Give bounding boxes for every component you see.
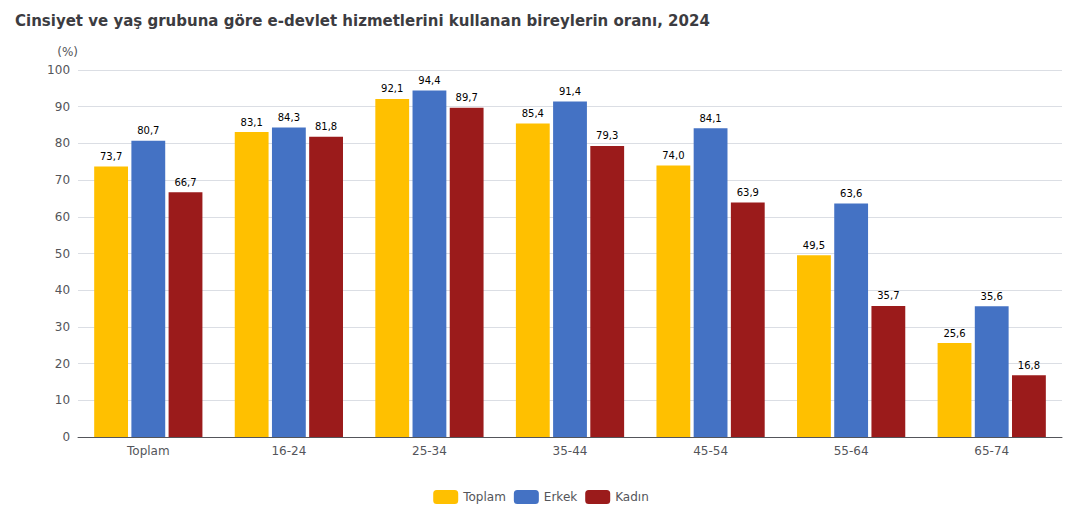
svg-text:0: 0 <box>62 430 70 444</box>
svg-text:73,7: 73,7 <box>100 151 122 162</box>
svg-text:83,1: 83,1 <box>241 117 263 128</box>
svg-text:70: 70 <box>55 173 70 187</box>
svg-text:Toplam: Toplam <box>462 490 506 504</box>
svg-text:84,3: 84,3 <box>278 112 300 123</box>
svg-text:84,1: 84,1 <box>699 113 721 124</box>
svg-text:63,9: 63,9 <box>737 187 759 198</box>
svg-text:Kadın: Kadın <box>615 490 649 504</box>
svg-text:49,5: 49,5 <box>803 240 825 251</box>
svg-text:81,8: 81,8 <box>315 121 337 132</box>
svg-text:16,8: 16,8 <box>1018 360 1040 371</box>
svg-text:16-24: 16-24 <box>271 444 306 458</box>
svg-text:63,6: 63,6 <box>840 188 862 199</box>
svg-text:90: 90 <box>55 100 70 114</box>
svg-text:Erkek: Erkek <box>544 490 577 504</box>
svg-text:(%): (%) <box>57 45 78 59</box>
svg-text:10: 10 <box>55 393 70 407</box>
svg-text:50: 50 <box>55 247 70 261</box>
svg-text:Cinsiyet ve yaş grubuna göre e: Cinsiyet ve yaş grubuna göre e-devlet hi… <box>15 12 710 30</box>
svg-text:80,7: 80,7 <box>137 125 159 136</box>
svg-text:25,6: 25,6 <box>943 328 965 339</box>
svg-text:66,7: 66,7 <box>174 177 196 188</box>
svg-text:35-44: 35-44 <box>553 444 588 458</box>
svg-text:20: 20 <box>55 357 70 371</box>
svg-text:89,7: 89,7 <box>456 92 478 103</box>
svg-text:92,1: 92,1 <box>381 83 403 94</box>
svg-text:55-64: 55-64 <box>834 444 869 458</box>
svg-text:94,4: 94,4 <box>418 75 440 86</box>
svg-text:30: 30 <box>55 320 70 334</box>
svg-text:35,6: 35,6 <box>981 291 1003 302</box>
svg-text:60: 60 <box>55 210 70 224</box>
svg-text:65-74: 65-74 <box>974 444 1009 458</box>
svg-text:25-34: 25-34 <box>412 444 447 458</box>
svg-text:80: 80 <box>55 136 70 150</box>
svg-text:100: 100 <box>47 63 70 77</box>
svg-text:91,4: 91,4 <box>559 86 581 97</box>
svg-text:45-54: 45-54 <box>693 444 728 458</box>
svg-text:85,4: 85,4 <box>522 108 544 119</box>
svg-text:35,7: 35,7 <box>877 290 899 301</box>
svg-text:Toplam: Toplam <box>126 444 170 458</box>
svg-text:74,0: 74,0 <box>662 150 684 161</box>
svg-text:40: 40 <box>55 283 70 297</box>
svg-text:79,3: 79,3 <box>596 130 618 141</box>
